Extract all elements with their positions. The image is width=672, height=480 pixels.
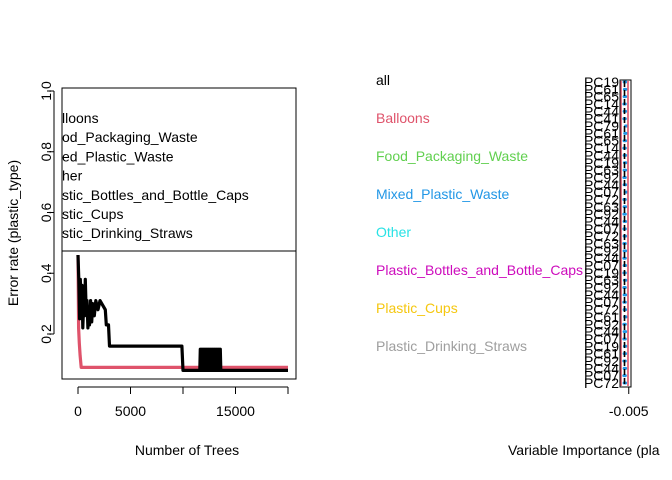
- variable-label: PC61: [584, 125, 619, 141]
- x-tick-label: 5000: [115, 403, 146, 419]
- class-label-plastic-cups: Plastic_Cups: [376, 300, 458, 316]
- x-tick-label: 0: [74, 403, 82, 419]
- y-tick-label: 0.6: [38, 203, 54, 223]
- variable-label: PC72: [584, 375, 619, 391]
- variable-label: PC07: [584, 294, 619, 310]
- variable-label: PC72: [584, 191, 619, 207]
- class-label-other: Other: [376, 224, 411, 240]
- variable-label: PC07: [584, 184, 619, 200]
- variable-label: PC07: [584, 221, 619, 237]
- plot-frame: [61, 87, 297, 380]
- variable-label: PC61: [584, 346, 619, 362]
- variable-label: PC44: [584, 250, 619, 266]
- legend-entry: stic_Bottles_and_Bottle_Caps: [62, 187, 249, 203]
- importance-x-axis-label: Variable Importance (pla: [508, 442, 660, 458]
- y-tick-label: 0.8: [38, 142, 54, 162]
- variable-label: PC44: [584, 147, 619, 163]
- legend-entry: lloons: [62, 110, 99, 126]
- y-tick-label: 1.0: [38, 81, 54, 101]
- variable-label: PC07: [584, 258, 619, 274]
- variable-label: PC44: [584, 177, 619, 193]
- variable-label: PC63: [584, 272, 619, 288]
- class-label-plastic-drinking-straws: Plastic_Drinking_Straws: [376, 338, 527, 354]
- variable-label: PC44: [584, 103, 619, 119]
- variable-label: PC07: [584, 368, 619, 384]
- variable-label: PC92: [584, 243, 619, 259]
- legend-entries: lloons od_Packaging_Waste ed_Plastic_Waste…: [62, 110, 249, 241]
- variable-label: PC72: [584, 302, 619, 318]
- class-labels: all Balloons Food_Packaging_Waste Mixed_Pla…: [376, 72, 583, 354]
- y-tick-label: 0.4: [38, 263, 54, 283]
- legend-entry: ed_Plastic_Waste: [62, 148, 174, 164]
- variable-label: PC61: [584, 81, 619, 97]
- error-series-1: [76, 254, 288, 372]
- x-axis: 0 5000 15000: [74, 386, 289, 419]
- importance-frame: [619, 79, 632, 388]
- variable-label: PC65: [584, 133, 619, 149]
- y-tick-label: 0.2: [38, 324, 54, 344]
- error-series-0: [76, 254, 288, 369]
- legend-entry: od_Packaging_Waste: [62, 129, 198, 145]
- legend-entry: stic_Cups: [62, 206, 123, 222]
- variable-label: PC07: [584, 331, 619, 347]
- variable-label: PC65: [584, 89, 619, 105]
- y-axis: 0.2 0.4 0.6 0.8 1.0: [38, 81, 55, 344]
- variable-label: PC63: [584, 162, 619, 178]
- variable-label: PC92: [584, 353, 619, 369]
- variable-label: PC19: [584, 265, 619, 281]
- class-label-balloons: Balloons: [376, 110, 430, 126]
- variable-labels: PC19PC61PC65PC14PC44PC41PC79PC61PC65PC14…: [584, 74, 619, 391]
- variable-label: PC92: [584, 316, 619, 332]
- legend-entry: stic_Drinking_Straws: [62, 225, 193, 241]
- variable-label: PC61: [584, 309, 619, 325]
- importance-x-tick-label: -0.005: [609, 403, 649, 419]
- y-axis-label: Error rate (plastic_type): [5, 160, 21, 306]
- x-tick-label: 15000: [216, 403, 255, 419]
- importance-plot: all Balloons Food_Packaging_Waste Mixed_Pla…: [376, 72, 660, 458]
- class-label-all: all: [376, 72, 390, 88]
- variable-label: PC92: [584, 169, 619, 185]
- variable-label: PC79: [584, 118, 619, 134]
- error-lines: [76, 254, 288, 372]
- legend-box: [61, 87, 297, 252]
- variable-label: PC63: [584, 199, 619, 215]
- importance-x-axis: -0.005: [609, 387, 649, 419]
- variable-label: PC92: [584, 280, 619, 296]
- variable-label: PC44: [584, 213, 619, 229]
- variable-label: PC19: [584, 155, 619, 171]
- variable-label: PC41: [584, 111, 619, 127]
- importance-marks: [620, 80, 629, 386]
- variable-label: PC63: [584, 236, 619, 252]
- variable-label: PC44: [584, 360, 619, 376]
- error-rate-plot: lloons od_Packaging_Waste ed_Plastic_Waste…: [5, 81, 297, 458]
- class-label-plastic-bottles-and-bottle-caps: Plastic_Bottles_and_Bottle_Caps: [376, 262, 583, 278]
- variable-label: PC14: [584, 96, 619, 112]
- variable-label: PC14: [584, 140, 619, 156]
- variable-label: PC92: [584, 206, 619, 222]
- variable-label: PC44: [584, 287, 619, 303]
- variable-label: PC19: [584, 338, 619, 354]
- legend-entry: her: [62, 168, 83, 184]
- variable-label: PC44: [584, 324, 619, 340]
- x-axis-label: Number of Trees: [135, 442, 239, 458]
- class-label-mixed-plastic-waste: Mixed_Plastic_Waste: [376, 186, 510, 202]
- class-label-food-packaging-waste: Food_Packaging_Waste: [376, 148, 528, 164]
- variable-label: PC72: [584, 228, 619, 244]
- variable-label: PC19: [584, 74, 619, 90]
